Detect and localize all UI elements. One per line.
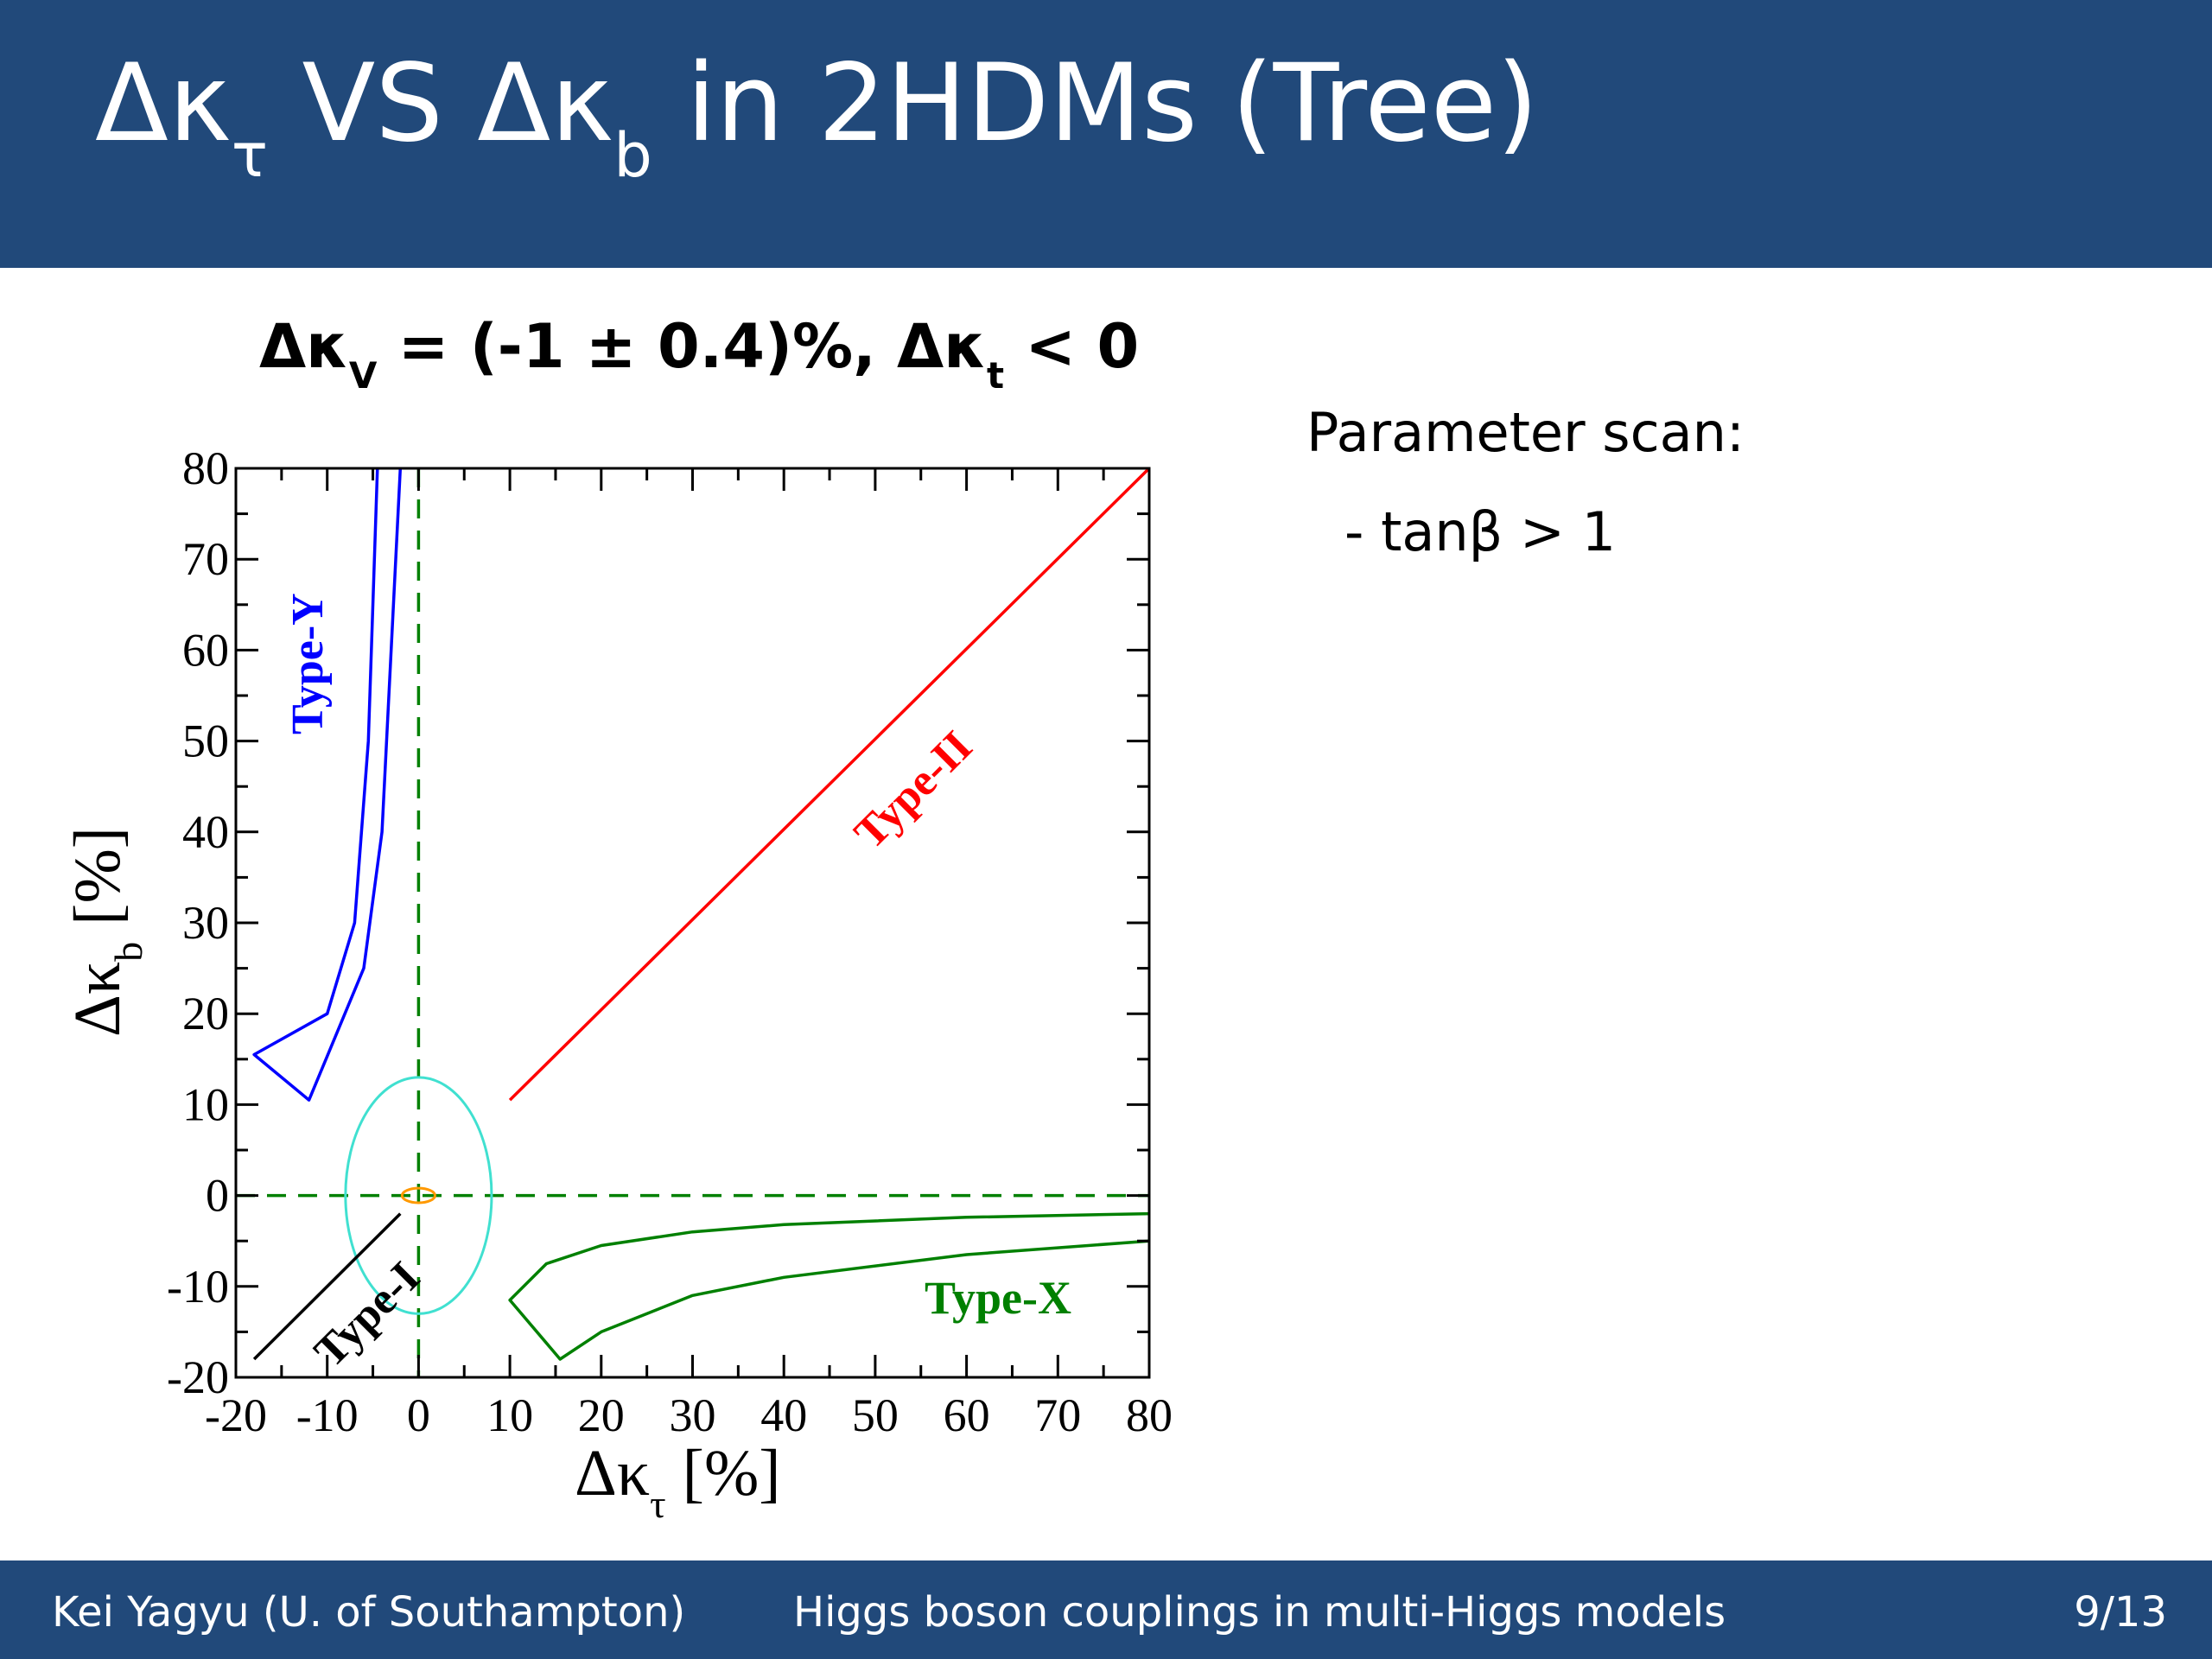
y-tick-label: 0 [206, 1170, 229, 1222]
type-y-label: Type-Y [283, 593, 333, 734]
axis-tick-labels: -20 -10 0 10 20 30 40 50 60 70 80 -20 -10 0 10 20 30 40 50… [167, 442, 1173, 1441]
slide-title: Δκτ VS Δκb in 2HDMs (Tree) [95, 41, 1539, 191]
x-tick-label: 50 [852, 1389, 899, 1441]
y-tick-label: 40 [182, 806, 229, 858]
subtitle-part-2: = (-1 ± 0.4)%, Δκ [377, 311, 987, 382]
y-tick-label: 10 [182, 1078, 229, 1130]
title-b-subscript: b [613, 120, 652, 191]
large-ellipse [344, 1076, 493, 1315]
y-axis-title-subscript: b [106, 942, 150, 962]
x-axis-title-subscript: τ [650, 1482, 666, 1526]
type-x-label: Type-X [925, 1272, 1071, 1324]
x-axis-title: Δκτ [%] [575, 1437, 781, 1526]
x-tick-label: 40 [760, 1389, 807, 1441]
type-y-curve [252, 467, 403, 1102]
subtitle-part-4: < 0 [1004, 311, 1140, 382]
title-tail-text: in 2HDMs (Tree) [652, 41, 1539, 166]
subtitle-t-subscript: t [986, 354, 1005, 397]
x-tick-label: -20 [205, 1389, 267, 1441]
slide-header: Δκτ VS Δκb in 2HDMs (Tree) [0, 0, 2212, 268]
plot-content [236, 467, 1151, 1377]
x-tick-label: 30 [670, 1389, 716, 1441]
footer-author: Kei Yagyu (U. of Southampton) [52, 1588, 686, 1637]
x-axis-title-unit: [%] [666, 1437, 781, 1510]
x-tick-label: 80 [1126, 1389, 1173, 1441]
x-tick-label: 10 [486, 1389, 533, 1441]
footer-talk-title: Higgs boson couplings in multi-Higgs mod… [793, 1588, 1726, 1637]
subtitle-v-subscript: V [348, 354, 378, 397]
y-axis-title-unit: [%] [61, 827, 134, 942]
y-tick-label: -20 [167, 1351, 229, 1403]
y-tick-label: -10 [167, 1261, 229, 1313]
slide-footer: Kei Yagyu (U. of Southampton) Higgs boso… [0, 1560, 2212, 1659]
small-ellipse [400, 1186, 436, 1205]
y-tick-label: 30 [182, 897, 229, 949]
coupling-plot: -20 -10 0 10 20 30 40 50 60 70 80 -20 -10 0 10 20 30 40 50… [61, 442, 1173, 1526]
footer-page-number: 9/13 [2074, 1588, 2167, 1637]
type-ii-label: Type-II [845, 721, 982, 858]
type-i-curve [252, 1212, 402, 1361]
y-axis-title: Δκb [%] [61, 827, 150, 1037]
title-tau-subscript: τ [231, 120, 269, 191]
y-tick-label: 80 [182, 442, 229, 494]
parameter-scan-heading: Parameter scan: [1306, 401, 1745, 464]
type-ii-curve [508, 467, 1151, 1102]
x-tick-label: -10 [296, 1389, 359, 1441]
y-tick-label: 70 [182, 533, 229, 585]
axis-ticks [234, 467, 1151, 1379]
x-tick-label: 70 [1034, 1389, 1081, 1441]
subtitle-part-0: Δκ [259, 311, 349, 382]
title-vs-text: VS Δκ [268, 41, 614, 166]
y-tick-label: 60 [182, 624, 229, 676]
x-tick-label: 0 [407, 1389, 430, 1441]
type-i-label: Type-I [305, 1253, 429, 1377]
x-tick-label: 60 [944, 1389, 990, 1441]
parameter-scan-item: - tanβ > 1 [1344, 500, 1617, 563]
chart-condition-title: ΔκV = (-1 ± 0.4)%, Δκt < 0 [259, 311, 1140, 397]
x-axis-title-main: Δκ [575, 1437, 650, 1510]
y-tick-label: 20 [182, 988, 229, 1039]
type-x-curve [508, 1211, 1150, 1361]
y-tick-label: 50 [182, 715, 229, 767]
x-tick-label: 20 [578, 1389, 625, 1441]
y-axis-title-main: Δκ [61, 962, 134, 1037]
title-delta-kappa: Δκ [95, 41, 232, 166]
